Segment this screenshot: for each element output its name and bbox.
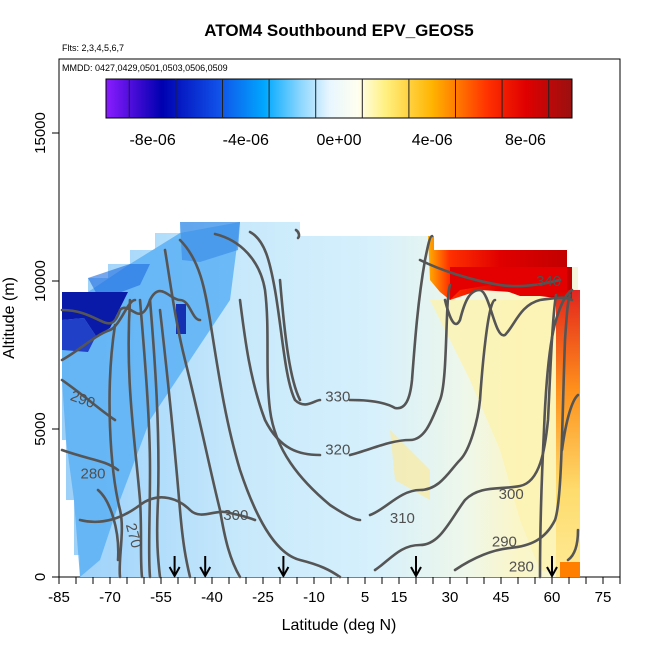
x-tick-label: -25 (252, 589, 274, 606)
contour-label: 280 (509, 559, 534, 576)
y-tick-label: 10000 (32, 260, 49, 302)
contour-line (238, 298, 322, 457)
flight-marker-head (199, 566, 212, 579)
flight-marker-head (277, 566, 290, 579)
colorbar-ticks: -8e-06 -4e-06 0e+00 4e-06 8e-06 (129, 132, 545, 149)
flight-markers (168, 556, 558, 579)
contour-label: 300 (499, 486, 524, 503)
contour-line (566, 528, 580, 562)
contour-line (163, 248, 242, 579)
contour-line (158, 308, 192, 579)
contour-line (278, 278, 302, 402)
colorbar-dividers (128, 79, 550, 118)
colorbar: -8e-06 -4e-06 0e+00 4e-06 8e-06 (105, 78, 573, 149)
heatmap-yellow-region (390, 430, 430, 500)
flight-marker-head (168, 566, 181, 579)
contour-label: 300 (223, 507, 248, 524)
colorbar-tick-label: 8e-06 (505, 132, 546, 149)
flight-marker-head (546, 566, 558, 579)
contour-label: 280 (80, 465, 105, 482)
contour-line (127, 298, 144, 579)
x-tick-label: 45 (493, 589, 510, 606)
colorbar-gradient (105, 78, 573, 119)
x-tick-label: 75 (595, 589, 612, 606)
contour-lines (60, 228, 580, 579)
contour-label: 310 (390, 510, 415, 527)
y-tick-label: 15000 (32, 112, 49, 154)
heatmap-right-edge (556, 290, 580, 577)
contour-line (108, 323, 124, 579)
x-axis: -85 -70 -55 -40 -25 -10 5 15 30 45 60 75 (48, 577, 621, 606)
y-tick-label: 0 (32, 573, 49, 581)
x-tick-label: 60 (544, 589, 561, 606)
x-tick-label: -10 (303, 589, 325, 606)
colorbar-tick-label: 4e-06 (412, 132, 453, 149)
contour-line (96, 488, 120, 562)
x-tick-label: -70 (99, 589, 121, 606)
x-tick-label: 15 (391, 589, 408, 606)
contour-line (60, 378, 117, 422)
flight-marker-head (410, 566, 422, 579)
chart-title: ATOM4 Southbound EPV_GEOS5 (204, 21, 474, 40)
contour-line (560, 393, 580, 452)
colorbar-tick-label: -4e-06 (223, 132, 269, 149)
contour-line (60, 448, 120, 472)
heatmap-blue-patch (88, 264, 150, 300)
heatmap-darkblue-cap (62, 292, 128, 336)
contour-line (148, 298, 162, 579)
contour-line (348, 283, 452, 457)
contour-line (213, 232, 362, 522)
contour-line (60, 289, 202, 325)
y-tick-label: 5000 (32, 412, 49, 445)
colorbar-tick-label: -8e-06 (129, 132, 175, 149)
contour-line (294, 228, 301, 240)
contour-line (138, 298, 152, 579)
x-axis-label: Latitude (deg N) (282, 617, 397, 634)
contour-label: 330 (325, 388, 350, 405)
heatmap-right-edge-bottom (560, 562, 580, 577)
contour-line (418, 258, 562, 288)
contour-line (538, 288, 574, 579)
contour-label: 340 (536, 273, 561, 290)
contour-line (178, 238, 342, 579)
heatmap-blue-patch (180, 222, 240, 262)
heatmap-darkblue-patch (176, 304, 186, 334)
dates-label: MMDD: 0427,0429,0501,0503,0506,0509 (62, 63, 228, 73)
contour-line (348, 234, 434, 410)
x-tick-label: 30 (442, 589, 459, 606)
x-tick-label: 5 (361, 589, 369, 606)
contour-line (248, 230, 322, 406)
x-tick-label: -40 (201, 589, 223, 606)
contour-line (453, 293, 572, 572)
contour-line (443, 288, 574, 337)
contour-label: 270 (122, 521, 145, 550)
contour-label: 290 (492, 533, 517, 550)
heatmap-yellow-region (430, 290, 580, 577)
heatmap-red-cap-inner (450, 267, 567, 300)
flights-label: Flts: 2,3,4,5,6,7 (62, 43, 124, 53)
contour-line (78, 496, 257, 524)
contour-line (368, 298, 497, 517)
contour-line (373, 293, 558, 572)
x-tick-label: -85 (48, 589, 70, 606)
y-axis-label: Altitude (m) (1, 277, 18, 359)
colorbar-tick-label: 0e+00 (317, 132, 362, 149)
contour-label: 320 (325, 442, 350, 459)
x-tick-label: -55 (150, 589, 172, 606)
y-axis: 0 5000 10000 15000 (32, 112, 59, 581)
